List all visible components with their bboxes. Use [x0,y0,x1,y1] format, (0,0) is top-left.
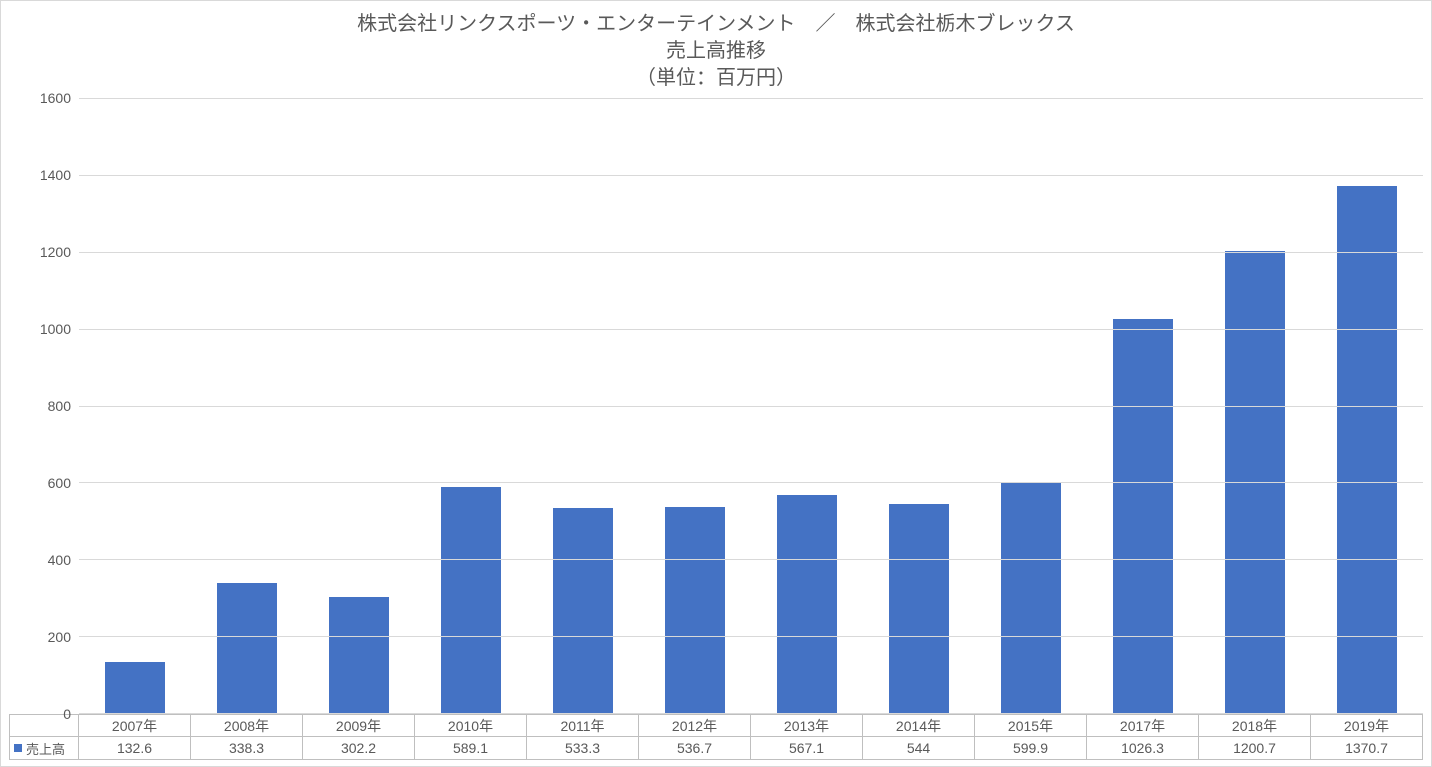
y-tick-label: 800 [48,398,71,414]
bar [1113,319,1173,713]
plot-area [79,98,1423,714]
bar [665,507,725,713]
value-cell: 1200.7 [1199,737,1311,760]
grid-line [79,636,1423,637]
bar [777,495,837,713]
bar [105,662,165,713]
value-cell: 132.6 [79,737,191,760]
category-cell: 2017年 [1087,714,1199,737]
category-cell: 2019年 [1311,714,1423,737]
grid-line [79,406,1423,407]
bar [1001,482,1061,713]
data-table: 売上高 2007年2008年2009年2010年2011年2012年2013年2… [9,714,1423,760]
y-tick-label: 400 [48,552,71,568]
category-cell: 2011年 [527,714,639,737]
y-tick-label: 0 [63,706,71,722]
y-tick-label: 1400 [40,167,71,183]
series-legend-cell: 売上高 [9,737,79,760]
grid-line [79,482,1423,483]
bar [441,487,501,713]
value-cell: 302.2 [303,737,415,760]
chart-container: 株式会社リンクスポーツ・エンターテインメント ／ 株式会社栃木ブレックス 売上高… [0,0,1432,767]
value-cell: 533.3 [527,737,639,760]
y-axis: 02004006008001000120014001600 [9,98,79,714]
value-row: 132.6338.3302.2589.1533.3536.7567.154459… [79,737,1423,760]
y-tick-label: 1200 [40,244,71,260]
value-cell: 536.7 [639,737,751,760]
category-cell: 2008年 [191,714,303,737]
chart-title: 株式会社リンクスポーツ・エンターテインメント ／ 株式会社栃木ブレックス 売上高… [9,11,1423,92]
legend-swatch-icon [14,744,22,752]
plot-row: 02004006008001000120014001600 [9,98,1423,714]
value-cell: 1370.7 [1311,737,1423,760]
y-tick-label: 600 [48,475,71,491]
data-table-body: 2007年2008年2009年2010年2011年2012年2013年2014年… [79,714,1423,760]
bar [329,597,389,713]
category-cell: 2015年 [975,714,1087,737]
category-cell: 2009年 [303,714,415,737]
title-line-1: 株式会社リンクスポーツ・エンターテインメント ／ 株式会社栃木ブレックス [9,11,1423,38]
title-line-3: （単位：百万円） [9,65,1423,92]
category-cell: 2010年 [415,714,527,737]
y-tick-label: 200 [48,629,71,645]
title-line-2: 売上高推移 [9,38,1423,65]
value-cell: 338.3 [191,737,303,760]
category-cell: 2013年 [751,714,863,737]
grid-line [79,98,1423,99]
bar [1337,186,1397,713]
category-cell: 2007年 [79,714,191,737]
grid-line [79,175,1423,176]
value-cell: 1026.3 [1087,737,1199,760]
category-cell: 2018年 [1199,714,1311,737]
y-tick-label: 1600 [40,90,71,106]
value-cell: 599.9 [975,737,1087,760]
value-cell: 567.1 [751,737,863,760]
value-cell: 544 [863,737,975,760]
bar [553,508,613,713]
value-cell: 589.1 [415,737,527,760]
grid-line [79,252,1423,253]
category-cell: 2014年 [863,714,975,737]
series-name-label: 売上高 [26,739,65,758]
bar [889,504,949,713]
category-cell: 2012年 [639,714,751,737]
y-tick-label: 1000 [40,321,71,337]
grid-line [79,329,1423,330]
category-row: 2007年2008年2009年2010年2011年2012年2013年2014年… [79,714,1423,737]
grid-line [79,559,1423,560]
grid-line [79,713,1423,714]
bar [217,583,277,713]
